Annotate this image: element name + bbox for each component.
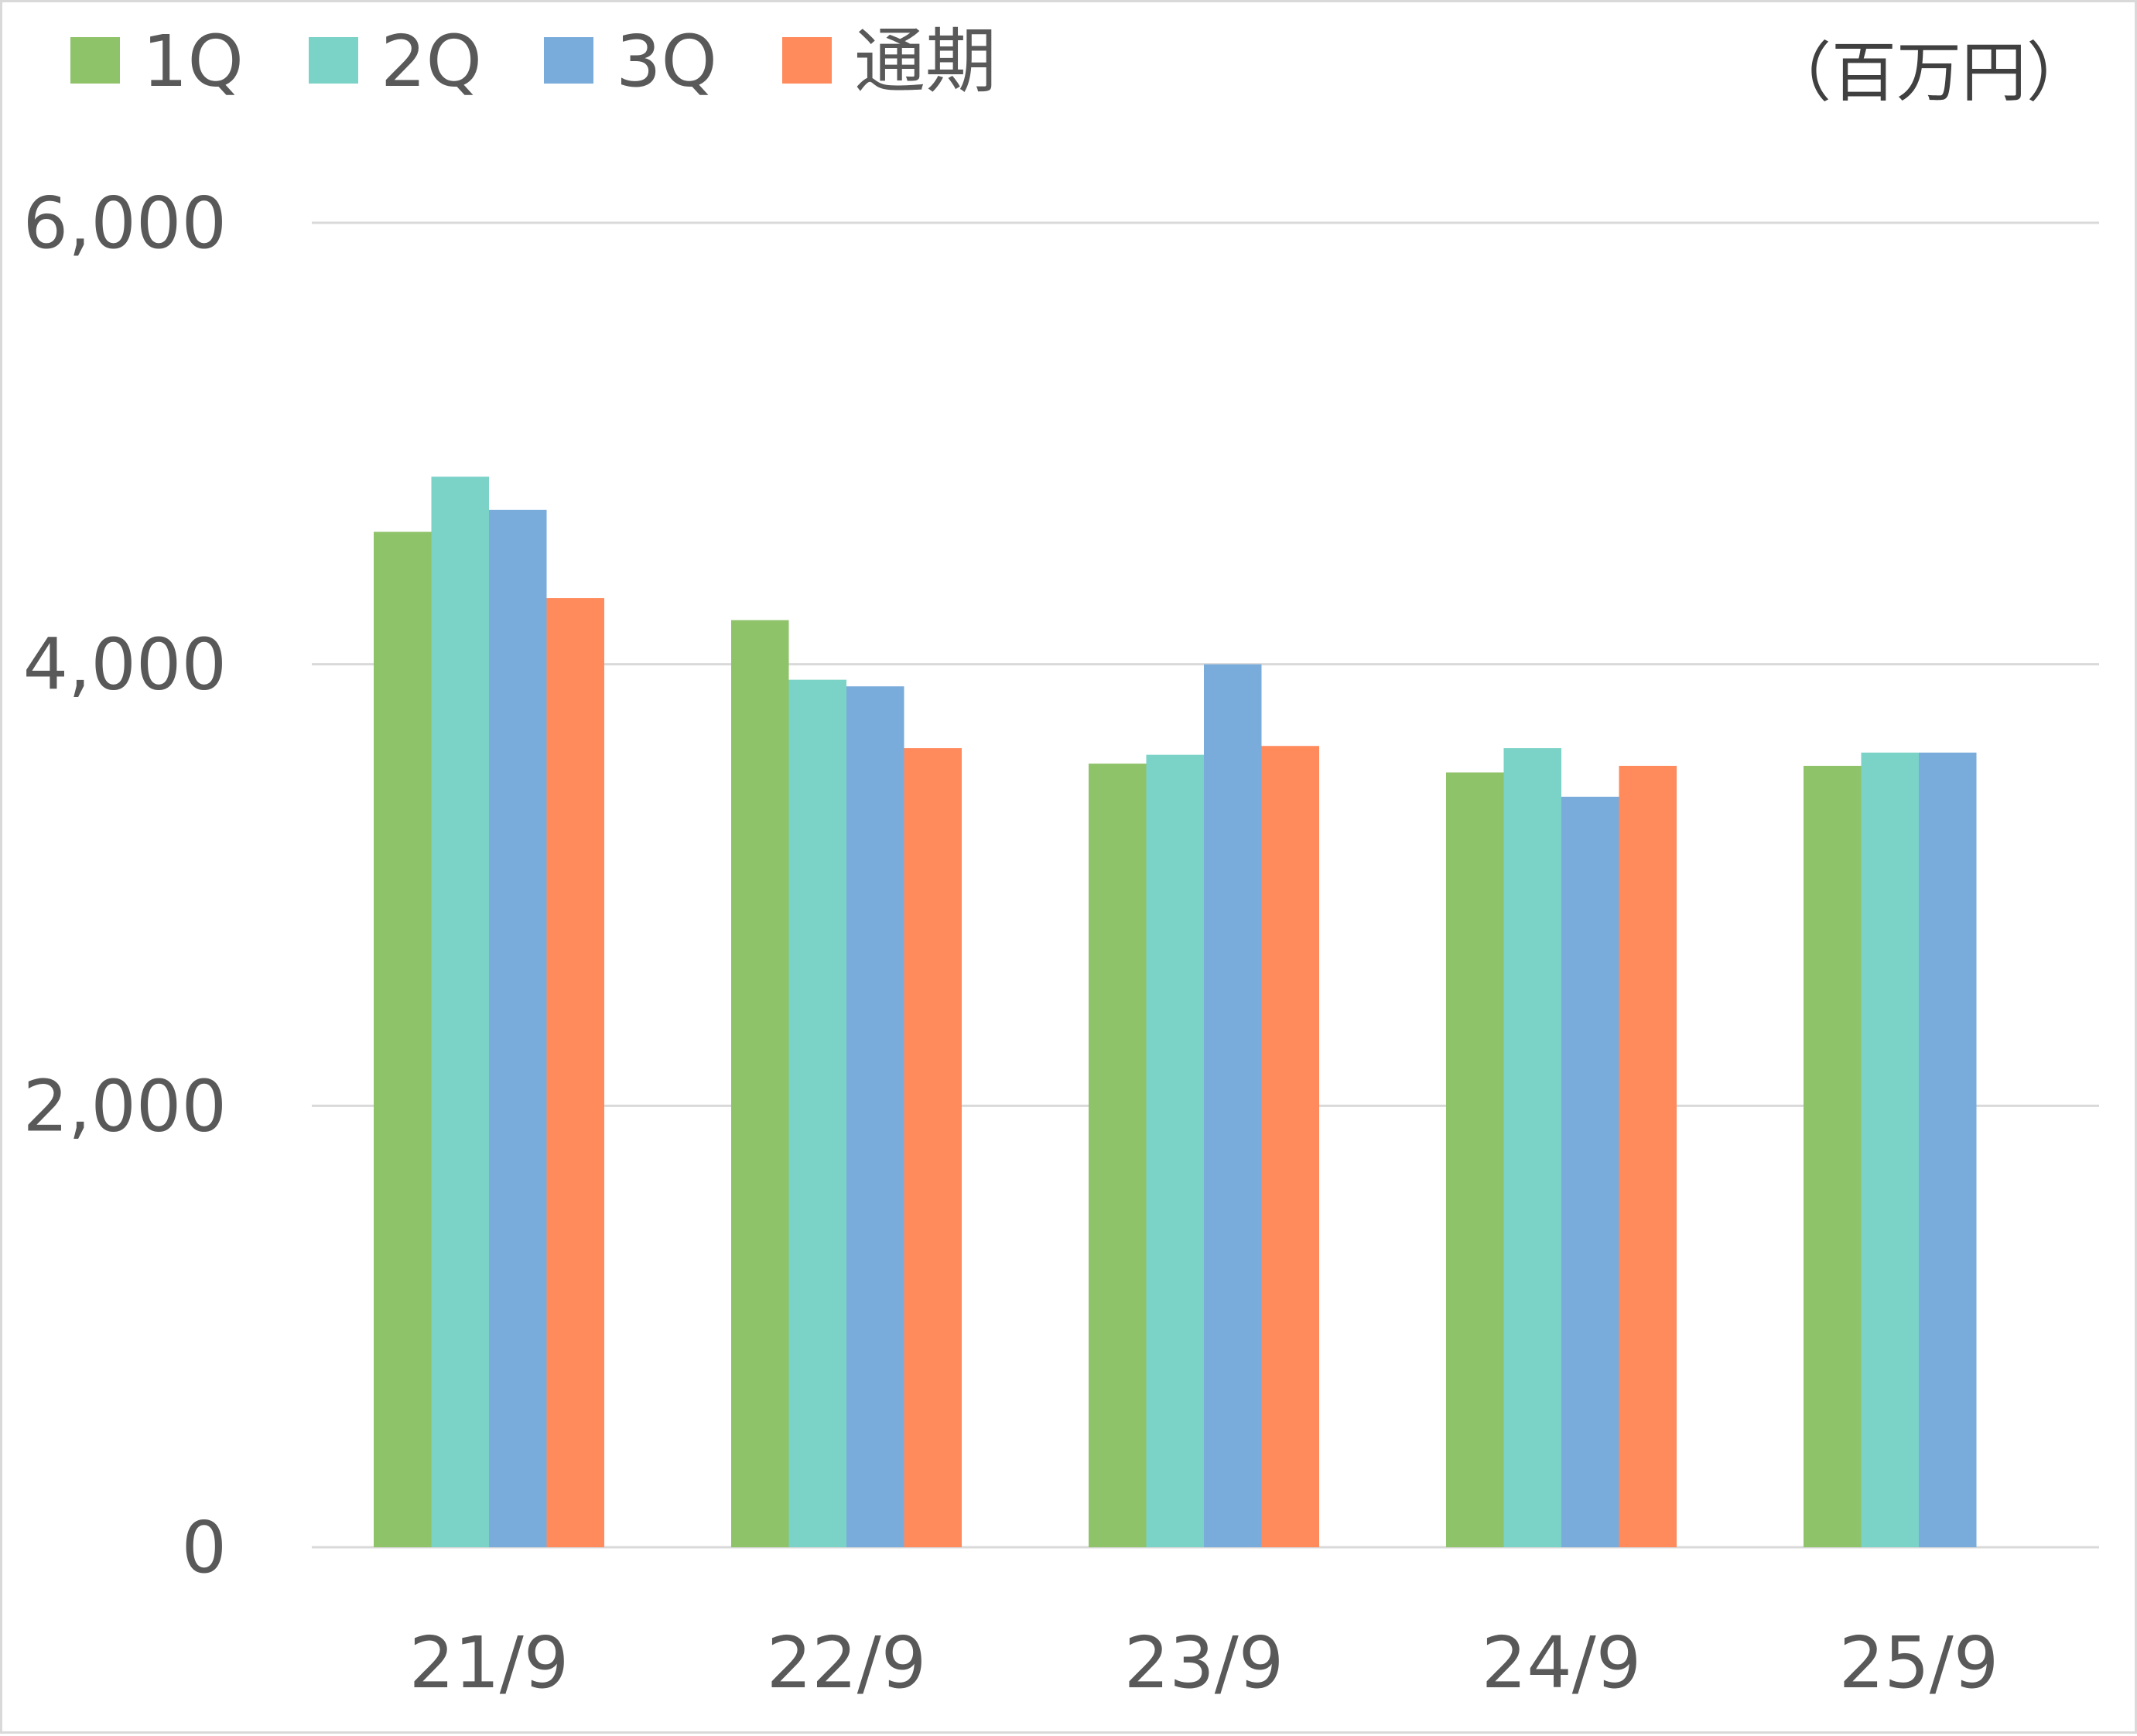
legend-swatch xyxy=(309,37,358,84)
bar-3Q-21/9 xyxy=(489,509,547,1547)
y-tick-label: 2,000 xyxy=(23,1064,227,1147)
bar-2Q-25/9 xyxy=(1861,752,1919,1547)
x-tick-label: 25/9 xyxy=(1839,1622,1999,1704)
x-tick-label: 22/9 xyxy=(767,1622,927,1704)
x-tick-label: 23/9 xyxy=(1124,1622,1284,1704)
bar-3Q-25/9 xyxy=(1919,752,1977,1547)
legend-swatch xyxy=(544,37,593,84)
bar-2Q-24/9 xyxy=(1503,748,1561,1548)
bar-2Q-23/9 xyxy=(1146,754,1204,1547)
x-axis-tick-labels: 21/9 22/9 23/9 24/9 25/9 xyxy=(409,1622,1999,1704)
x-tick-label: 24/9 xyxy=(1482,1622,1642,1704)
bar-2Q-21/9 xyxy=(431,477,489,1548)
bar-2Q-22/9 xyxy=(788,679,846,1547)
bar-3Q-24/9 xyxy=(1561,796,1619,1547)
bar-通期-23/9 xyxy=(1261,746,1319,1547)
bar-1Q-24/9 xyxy=(1446,772,1504,1547)
bar-1Q-25/9 xyxy=(1804,765,1862,1547)
legend-swatch xyxy=(782,37,832,84)
bar-通期-24/9 xyxy=(1619,765,1677,1547)
unit-label: （百万円） xyxy=(1766,35,2091,111)
y-axis-tick-labels: 0 2,000 4,000 6,000 xyxy=(23,182,227,1589)
bar-1Q-22/9 xyxy=(731,620,789,1547)
bar-3Q-22/9 xyxy=(846,686,904,1548)
bar-1Q-23/9 xyxy=(1089,764,1147,1547)
legend-label: 3Q xyxy=(616,20,717,103)
legend-label: 1Q xyxy=(142,20,244,103)
y-tick-label: 4,000 xyxy=(23,624,227,706)
legend: 1Q 2Q 3Q 通期 xyxy=(70,20,997,103)
y-tick-label: 0 xyxy=(181,1506,227,1589)
bar-1Q-21/9 xyxy=(374,531,432,1547)
legend-label: 通期 xyxy=(854,20,997,103)
bars xyxy=(374,477,1977,1548)
bar-通期-21/9 xyxy=(546,598,604,1547)
x-tick-label: 21/9 xyxy=(409,1622,569,1704)
legend-swatch xyxy=(70,37,120,84)
legend-label: 2Q xyxy=(381,20,482,103)
y-tick-label: 6,000 xyxy=(23,182,227,265)
bar-通期-22/9 xyxy=(904,748,962,1548)
bar-3Q-23/9 xyxy=(1204,664,1262,1547)
